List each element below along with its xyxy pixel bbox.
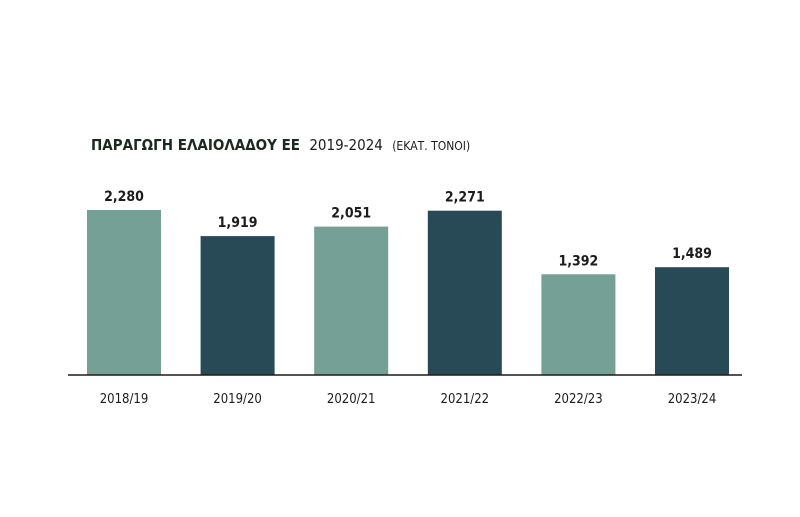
value-label-2019-20: 1,919	[218, 215, 258, 231]
bar-2023-24	[655, 267, 729, 375]
category-label-2019-20: 2019/20	[213, 392, 262, 407]
value-label-2021-22: 2,271	[445, 190, 485, 206]
value-label-2020-21: 2,051	[331, 206, 371, 222]
value-label-2018-19: 2,280	[104, 189, 144, 205]
category-label-2022-23: 2022/23	[554, 392, 603, 407]
bar-2019-20	[200, 236, 275, 375]
category-labels-group: 2018/19 2019/20 2020/21 2021/22 2022/23 2023/…	[100, 392, 717, 407]
bars-group	[87, 210, 729, 375]
chart-title-years: 2019-2024	[309, 136, 383, 154]
category-label-2021-22: 2021/22	[441, 392, 490, 407]
bar-2020-21	[314, 226, 389, 375]
category-label-2018-19: 2018/19	[100, 392, 149, 407]
category-label-2023-24: 2023/24	[668, 392, 717, 407]
chart-title-main: ΠΑΡΑΓΩΓΗ ΕΛΑΙΟΛΑΔΟΥ ΕΕ	[91, 136, 300, 154]
value-labels-group: 2,280 1,919 2,051 2,271 1,392 1,489	[104, 189, 712, 269]
value-label-2022-23: 1,392	[558, 253, 598, 269]
chart-title: ΠΑΡΑΓΩΓΗ ΕΛΑΙΟΛΑΔΟΥ ΕΕ 2019-2024 (ΕΚΑΤ. …	[91, 136, 470, 154]
category-label-2020-21: 2020/21	[327, 392, 376, 407]
bar-2022-23	[541, 274, 616, 375]
value-label-2023-24: 1,489	[672, 246, 712, 262]
chart-title-unit: (ΕΚΑΤ. ΤΟΝΟΙ)	[392, 139, 470, 153]
bar-2018-19	[87, 210, 161, 375]
bar-2021-22	[427, 210, 502, 375]
